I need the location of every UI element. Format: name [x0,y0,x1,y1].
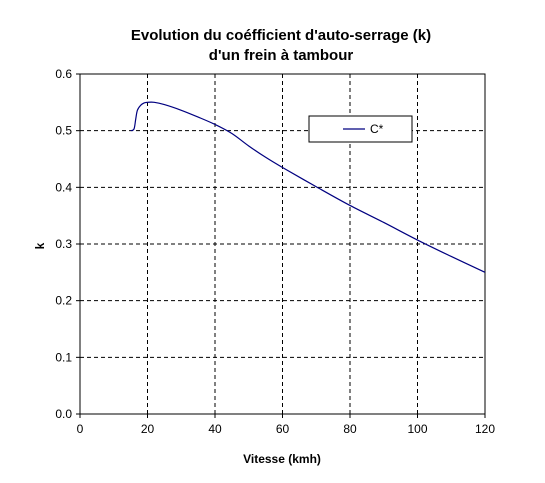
y-tick-label: 0.6 [55,67,72,81]
y-tick-label: 0.2 [55,294,72,308]
y-axis-label: k [33,242,47,249]
chart-title: Evolution du coéfficient d'auto-serrage … [131,27,431,44]
y-tick-label: 0.3 [55,237,72,251]
legend: C* [308,115,413,143]
series-line-c-star [130,101,486,273]
y-axis-ticks: 0.0 0.1 0.2 0.3 0.4 0.5 0.6 [55,67,80,421]
y-tick-label: 0.4 [55,180,72,194]
legend-label-c-star: C* [370,122,384,136]
y-tick-label: 0.0 [55,407,72,421]
chart-subtitle: d'un frein à tambour [209,47,354,64]
x-tick-label: 80 [343,422,357,436]
y-tick-label: 0.1 [55,350,72,364]
x-tick-label: 0 [77,422,84,436]
x-axis-label: Vitesse (kmh) [243,452,321,466]
x-tick-label: 100 [407,422,427,436]
x-axis-ticks: 0 20 40 60 80 100 120 [77,414,495,436]
x-tick-label: 20 [141,422,155,436]
x-tick-label: 60 [276,422,290,436]
x-tick-label: 120 [475,422,495,436]
x-tick-label: 40 [208,422,222,436]
y-tick-label: 0.5 [55,124,72,138]
